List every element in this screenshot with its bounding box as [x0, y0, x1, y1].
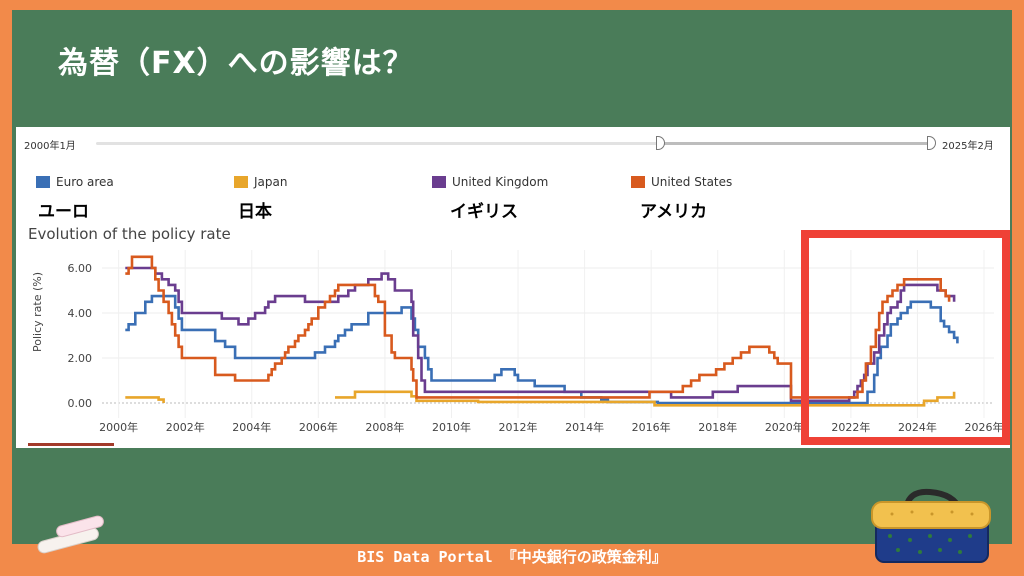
- basket-icon: [871, 488, 991, 563]
- legend-swatch-us: [631, 176, 645, 188]
- y-tick-label: 2.00: [68, 352, 93, 365]
- x-tick-label: 2022年: [831, 420, 870, 434]
- series-line-united-kingdom[interactable]: [125, 266, 956, 403]
- x-tick-label: 2016年: [632, 420, 671, 434]
- chalk-icon: [37, 515, 104, 554]
- slide-title: 為替（FX）への影響は？: [58, 46, 414, 81]
- legend-label-japan: Japan: [254, 175, 288, 189]
- series-line-euro-area[interactable]: [125, 294, 959, 405]
- x-tick-label: 2004年: [232, 420, 271, 434]
- legend-swatch-uk: [432, 176, 446, 188]
- x-axis-ticks: 2000年 2002年 2004年 2006年 2008年 2010年 2012年 2014年…: [99, 420, 1003, 434]
- y-tick-label: 0.00: [68, 397, 93, 410]
- x-tick-label: 2002年: [166, 420, 205, 434]
- slider-start-label: 2000年1月: [24, 141, 76, 152]
- policy-rate-chart: 2000年 2002年 2004年 2006年 2008年 2010年 2012年 2014年…: [31, 250, 1004, 434]
- date-range-slider-track[interactable]: [96, 142, 931, 145]
- legend-swatch-japan: [234, 176, 248, 188]
- legend-jp-us: アメリカ: [640, 202, 708, 222]
- x-tick-label: 2010年: [432, 420, 471, 434]
- x-tick-label: 2006年: [299, 420, 338, 434]
- slider-handle-end[interactable]: [927, 136, 936, 150]
- legend-jp-uk: イギリス: [450, 202, 518, 222]
- x-tick-label: 2020年: [765, 420, 804, 434]
- y-axis-label: Policy rate (%): [31, 272, 44, 352]
- chart-panel: 2000年1月 2025年2月 Euro area Japan United K…: [16, 127, 1010, 448]
- x-tick-label: 2000年: [99, 420, 138, 434]
- legend-jp-japan: 日本: [238, 202, 272, 222]
- slider-handle-start[interactable]: [656, 136, 665, 150]
- highlight-box-2022-2025: [801, 230, 1010, 445]
- y-tick-label: 4.00: [68, 307, 93, 320]
- legend-swatch-euro: [36, 176, 50, 188]
- slider-end-label: 2025年2月: [942, 141, 994, 152]
- legend-label-uk: United Kingdom: [452, 175, 549, 189]
- x-tick-label: 2008年: [365, 420, 404, 434]
- chart-title: Evolution of the policy rate: [28, 225, 231, 243]
- legend-label-us: United States: [651, 175, 733, 189]
- legend-jp-euro: ユーロ: [38, 202, 89, 222]
- y-axis-ticks: 0.00 2.00 4.00 6.00: [68, 262, 93, 410]
- date-range-slider-fill: [661, 142, 931, 145]
- x-tick-label: 2024年: [898, 420, 937, 434]
- x-tick-label: 2014年: [565, 420, 604, 434]
- chart-series: [125, 255, 959, 407]
- source-footer: BIS Data Portal 『中央銀行の政策金利』: [357, 548, 667, 566]
- series-line-japan[interactable]: [125, 390, 956, 407]
- y-tick-label: 6.00: [68, 262, 93, 275]
- x-tick-label: 2026年: [965, 420, 1004, 434]
- legend-label-euro: Euro area: [56, 175, 114, 189]
- x-tick-label: 2012年: [499, 420, 538, 434]
- panel-underline: [28, 443, 114, 446]
- x-tick-label: 2018年: [698, 420, 737, 434]
- series-line-united-states[interactable]: [125, 255, 951, 399]
